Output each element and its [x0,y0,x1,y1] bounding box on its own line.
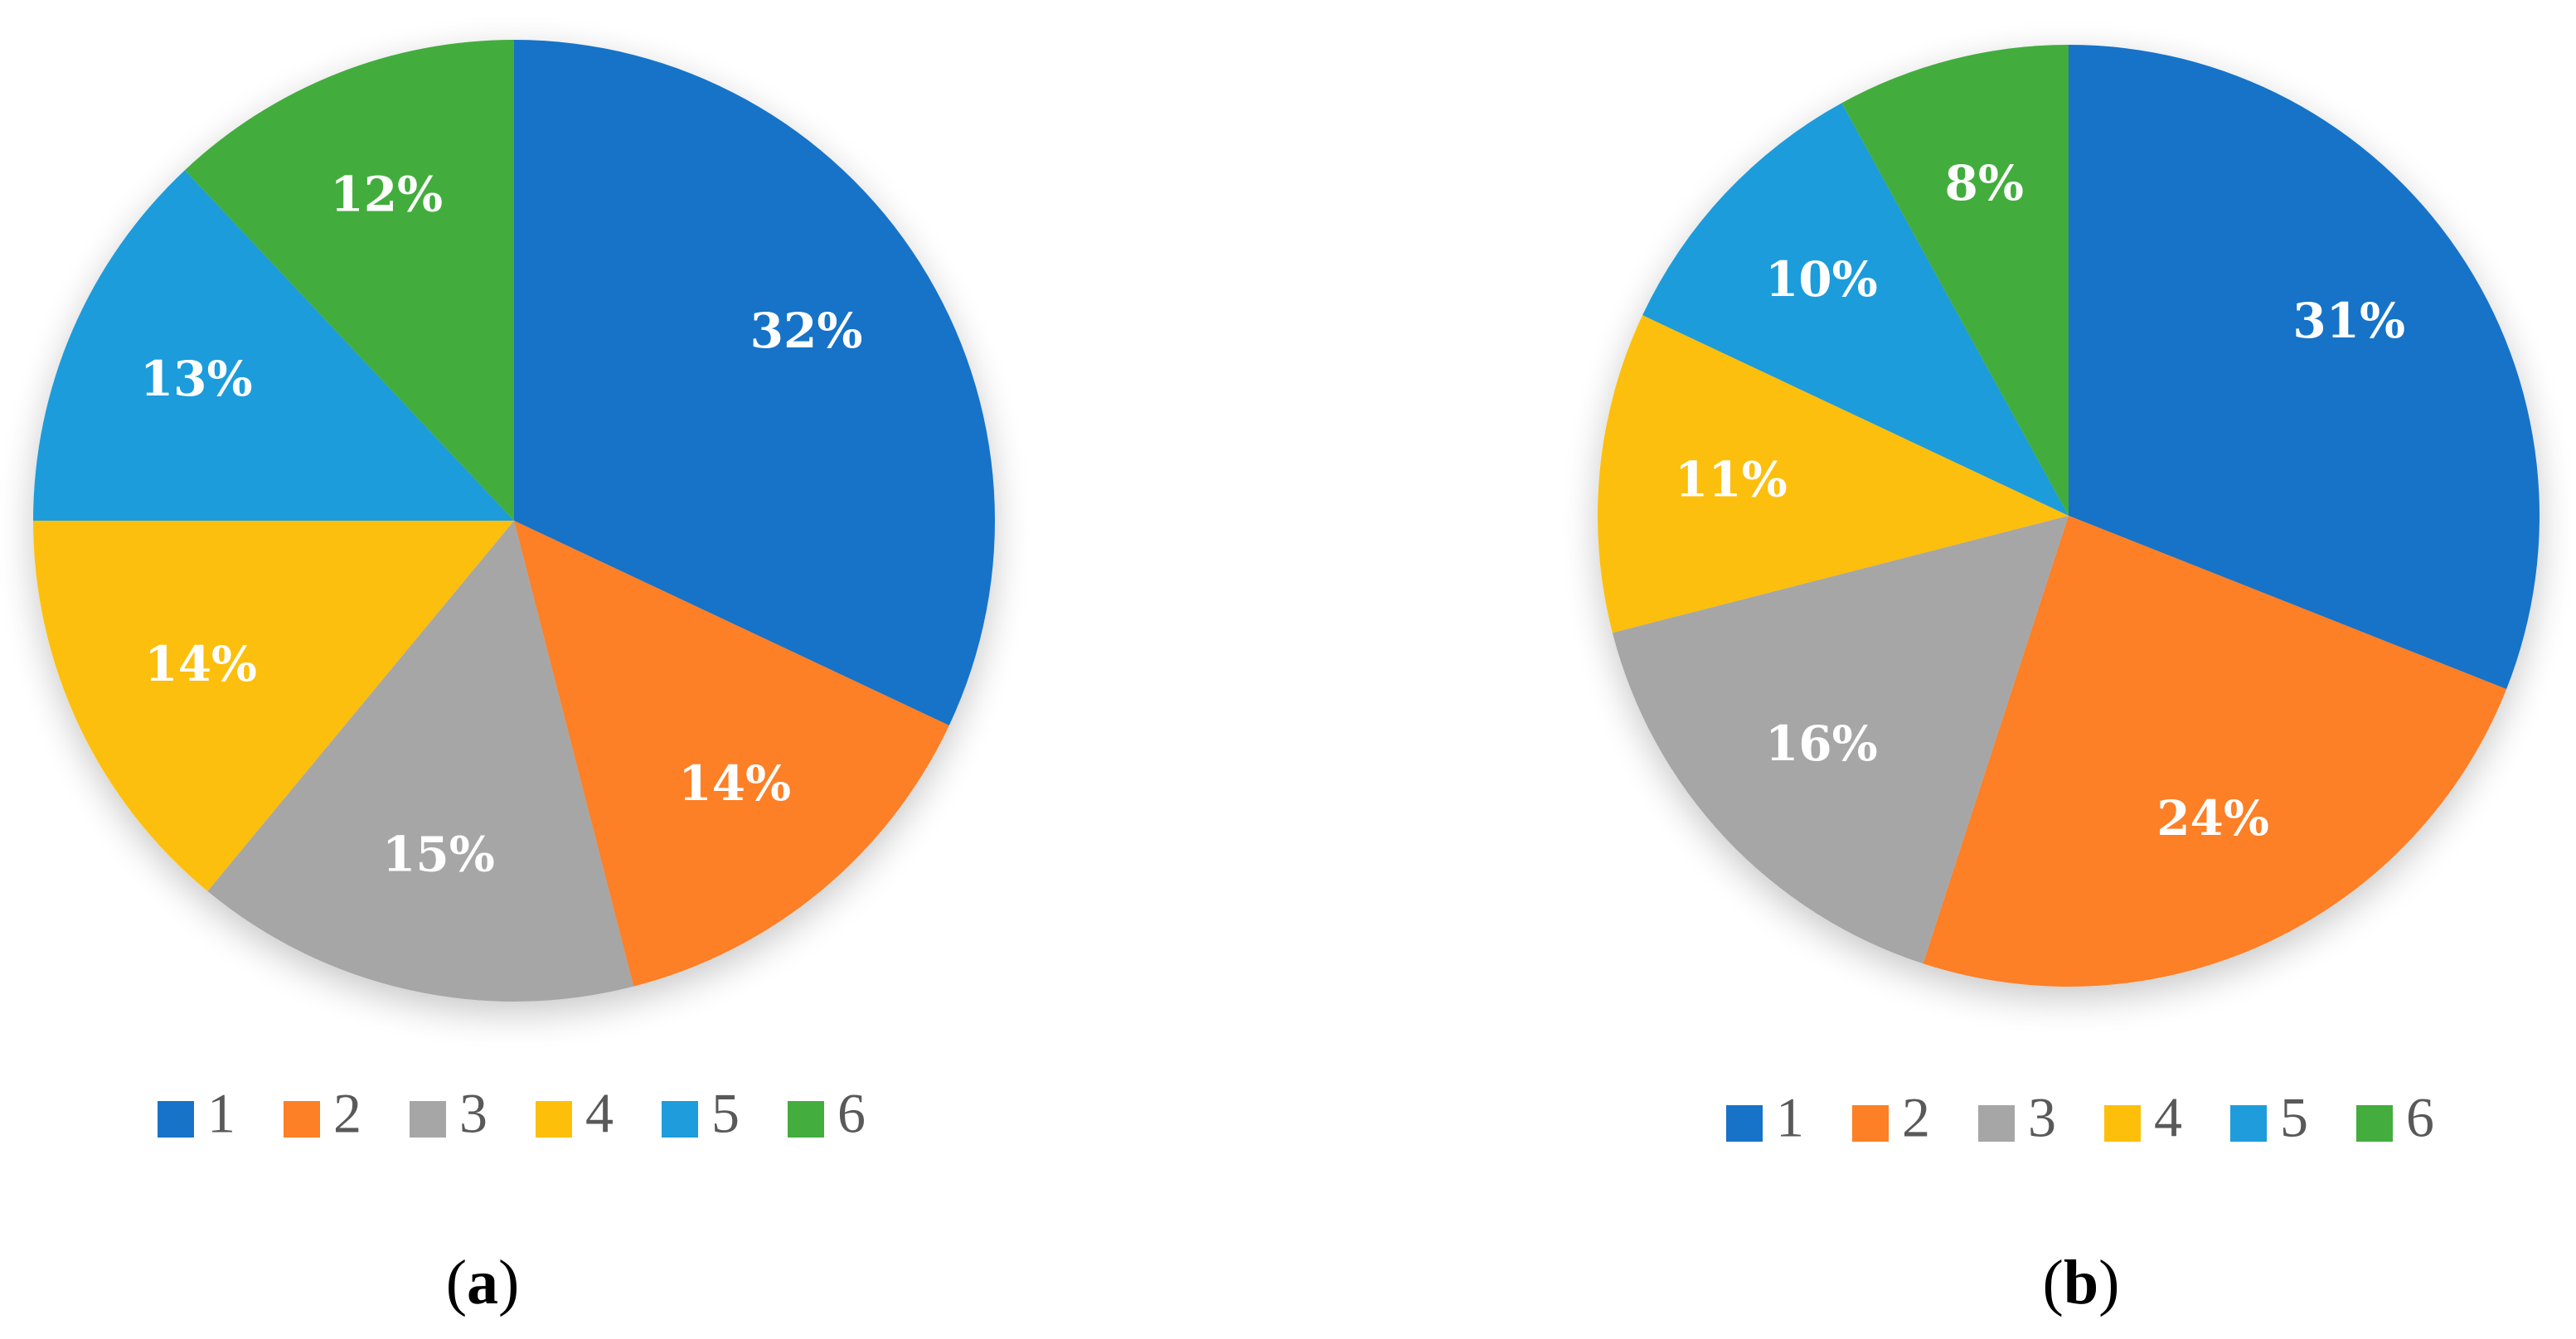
pie-b-label-5: 10% [1765,251,1878,308]
pie-b-slices [1598,45,2540,987]
pie-b-slice-2 [1923,516,2507,987]
pie-a-legend-swatch-3 [410,1101,446,1138]
pie-a-legend-swatch-4 [536,1101,572,1138]
pie-b-slice-4 [1598,315,2069,633]
pie-a-slice-labels: 32% 14% 15% 14% 13% 12% [140,167,863,883]
caption-b: (b) [2043,1248,2120,1317]
pie-b-legend-label-3: 3 [2028,1086,2056,1149]
pie-a-slice-5 [33,170,514,522]
pie-b-legend-label-6: 6 [2406,1086,2434,1149]
pie-a-label-4: 14% [144,636,257,692]
pie-b-legend-label-4: 4 [2154,1086,2182,1149]
pie-b-legend-label-5: 5 [2280,1086,2308,1149]
pie-a-legend-swatch-6 [788,1101,824,1138]
pie-b-slice-5 [1642,103,2069,516]
pie-b-legend-swatch-4 [2104,1105,2141,1142]
pie-b-legend-label-2: 2 [1902,1086,1930,1149]
caption-a: (a) [446,1248,520,1317]
pie-chart-b: 31% 24% 16% 11% 10% 8% 1 2 3 4 5 6 (b) [1598,45,2540,1317]
pie-b-label-2: 24% [2156,790,2269,847]
pie-a-slice-2 [514,521,949,987]
pie-b-label-6: 8% [1945,155,2024,211]
pie-b-label-1: 31% [2292,293,2405,349]
pie-b-legend-swatch-6 [2356,1105,2393,1142]
pie-a-label-5: 13% [140,351,253,407]
pie-a-legend-label-4: 4 [585,1082,614,1145]
pie-a-slices [32,40,995,1002]
pie-a-legend: 1 2 3 4 5 6 [158,1082,866,1145]
pie-b-slice-1 [2069,45,2540,690]
pie-a-legend-swatch-1 [158,1101,194,1138]
pie-b-legend-swatch-5 [2230,1105,2267,1142]
pie-a-legend-swatch-2 [284,1101,320,1138]
pie-a-slice-3 [207,521,634,1002]
pie-b-legend-swatch-1 [1726,1105,1763,1142]
pie-b-slice-3 [1612,516,2069,964]
pie-b-legend-swatch-3 [1978,1105,2015,1142]
pie-a-legend-label-1: 1 [207,1082,235,1145]
pie-a-legend-swatch-5 [662,1101,698,1138]
pie-a-slice-6 [184,40,514,521]
pie-a-label-1: 32% [750,303,863,359]
pie-b-label-3: 16% [1765,716,1878,772]
pie-b-legend-label-1: 1 [1776,1086,1804,1149]
pie-b-slice-6 [1841,45,2069,516]
pie-a-legend-label-3: 3 [459,1082,488,1145]
pie-a-legend-label-5: 5 [711,1082,740,1145]
pie-a-legend-label-6: 6 [837,1082,866,1145]
pie-a-slice-1 [514,40,995,725]
pie-a-legend-label-2: 2 [333,1082,361,1145]
pie-b-slice-labels: 31% 24% 16% 11% 10% 8% [1675,155,2405,847]
pie-chart-a: 32% 14% 15% 14% 13% 12% 1 2 3 4 5 6 (a) [32,40,995,1317]
pie-b-label-4: 11% [1675,452,1788,508]
pie-a-label-3: 15% [382,827,495,883]
pie-b-legend-swatch-2 [1852,1105,1889,1142]
pie-b-legend: 1 2 3 4 5 6 [1726,1086,2434,1149]
pie-a-label-6: 12% [330,167,443,223]
pie-a-label-2: 14% [678,755,791,812]
pie-a-slice-4 [32,521,514,891]
